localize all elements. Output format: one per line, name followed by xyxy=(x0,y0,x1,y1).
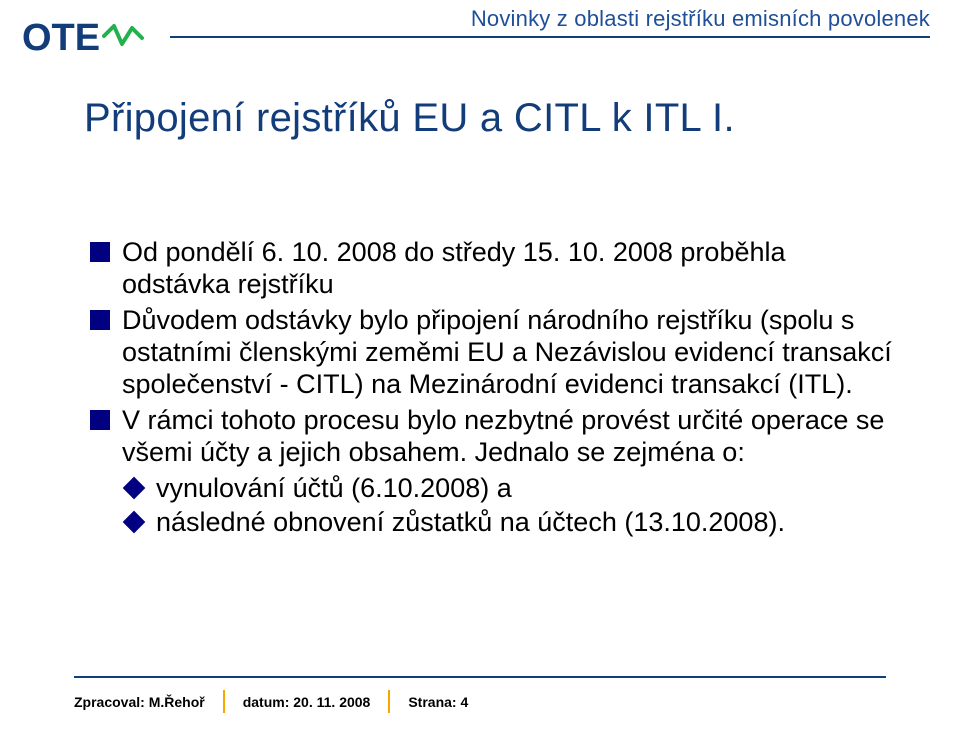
footer: Zpracoval: M.Řehoř datum: 20. 11. 2008 S… xyxy=(74,690,886,713)
footer-author-name: M.Řehoř xyxy=(149,694,205,710)
footer-author: Zpracoval: M.Řehoř xyxy=(74,694,205,710)
diamond-bullet-icon xyxy=(123,511,146,534)
header-rule xyxy=(170,36,930,38)
square-bullet-icon xyxy=(90,410,110,430)
logo-wave-icon xyxy=(104,26,142,44)
bullet-1: Od pondělí 6. 10. 2008 do středy 15. 10.… xyxy=(90,236,900,300)
diamond-bullet-icon xyxy=(123,477,146,500)
footer-page-label: Strana: xyxy=(408,694,460,710)
logo: OTE xyxy=(22,14,157,60)
footer-separator xyxy=(223,690,225,713)
bullet-2-text: Důvodem odstávky bylo připojení národníh… xyxy=(122,304,900,400)
bullet-2: Důvodem odstávky bylo připojení národníh… xyxy=(90,304,900,400)
footer-page: Strana: 4 xyxy=(408,694,468,710)
footer-author-label: Zpracoval: xyxy=(74,694,149,710)
bullet-3-text: V rámci tohoto procesu bylo nezbytné pro… xyxy=(122,404,900,468)
page-title: Připojení rejstříků EU a CITL k ITL I. xyxy=(84,96,735,141)
slide: OTE Novinky z oblasti rejstříku emisních… xyxy=(0,0,960,731)
footer-date: datum: 20. 11. 2008 xyxy=(243,694,371,710)
bullet-1-text: Od pondělí 6. 10. 2008 do středy 15. 10.… xyxy=(122,236,900,300)
footer-date-label: datum: xyxy=(243,694,294,710)
square-bullet-icon xyxy=(90,310,110,330)
footer-rule xyxy=(74,676,886,678)
logo-text: OTE xyxy=(22,17,100,59)
header-title: Novinky z oblasti rejstříku emisních pov… xyxy=(471,6,930,32)
square-bullet-icon xyxy=(90,242,110,262)
sub-2-text: následné obnovení zůstatků na účtech (13… xyxy=(156,506,785,538)
footer-separator xyxy=(388,690,390,713)
sub-1-text: vynulování účtů (6.10.2008) a xyxy=(156,472,512,504)
content-area: Od pondělí 6. 10. 2008 do středy 15. 10.… xyxy=(90,236,900,538)
footer-page-number: 4 xyxy=(460,694,468,710)
sub-bullet-2: následné obnovení zůstatků na účtech (13… xyxy=(126,506,900,538)
sub-bullet-1: vynulování účtů (6.10.2008) a xyxy=(126,472,900,504)
bullet-3: V rámci tohoto procesu bylo nezbytné pro… xyxy=(90,404,900,468)
logo-svg: OTE xyxy=(22,14,157,60)
footer-date-value: 20. 11. 2008 xyxy=(293,694,370,710)
